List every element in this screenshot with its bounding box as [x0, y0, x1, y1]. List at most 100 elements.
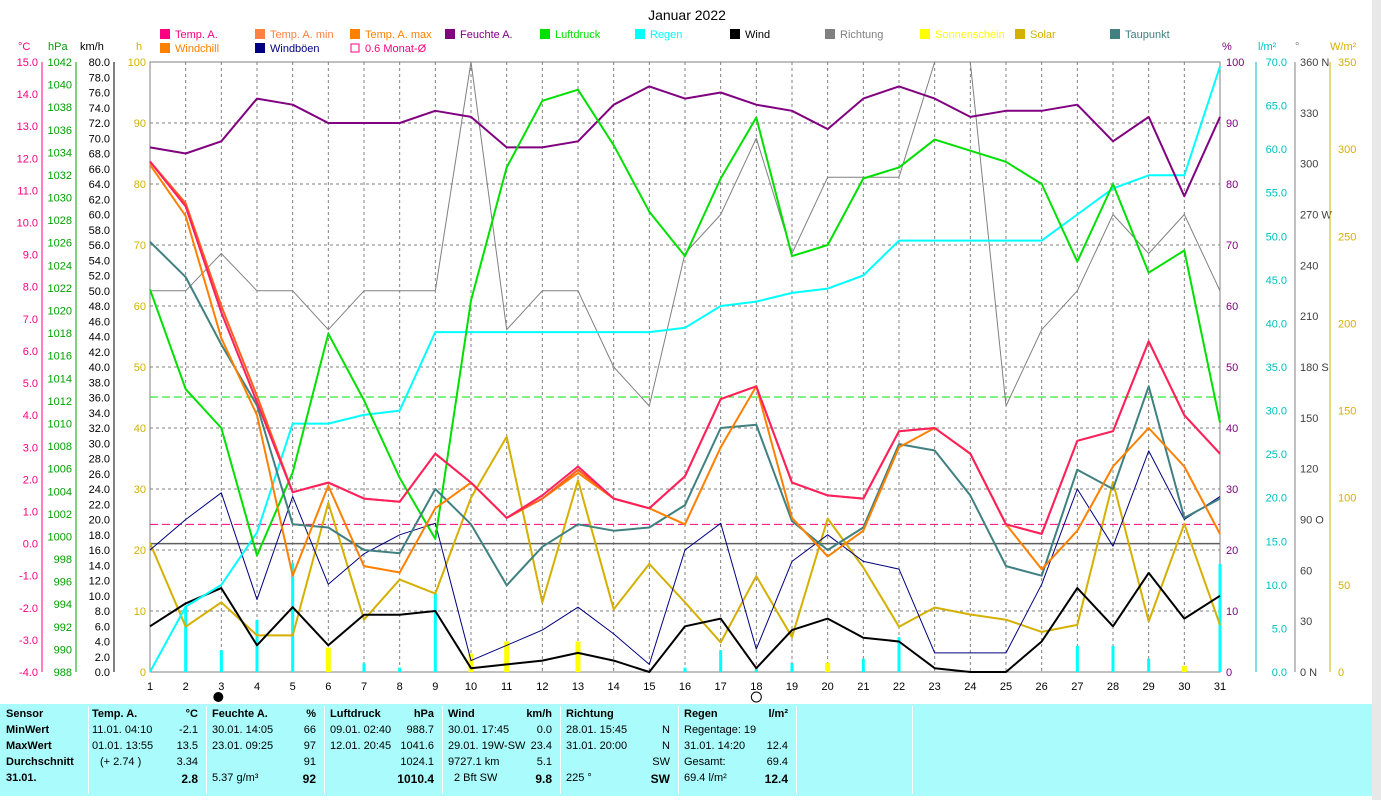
- tick-sun_h: 10: [134, 606, 146, 618]
- tick-pressure_hpa: 1000: [48, 531, 72, 543]
- stats-divider: [796, 706, 797, 794]
- tick-pressure_hpa: 1034: [48, 147, 72, 159]
- legend-swatch: [1110, 29, 1120, 39]
- x-tick-day: 6: [325, 681, 331, 693]
- tick-wind_kmh: 12.0: [89, 576, 110, 588]
- tick-pressure_hpa: 1024: [48, 260, 72, 272]
- moon-phase-markers: [213, 691, 762, 703]
- tick-rain_lm2: 5.0: [1272, 623, 1287, 635]
- stats-dir-current: SW: [650, 772, 670, 786]
- x-tick-day: 20: [822, 681, 834, 693]
- x-tick-day: 11: [501, 681, 512, 693]
- tick-pressure_hpa: 1026: [48, 238, 72, 250]
- stats-temp-min: -2.1: [179, 724, 198, 736]
- tick-pressure_hpa: 1030: [48, 193, 72, 205]
- chart-background: [0, 0, 1372, 704]
- tick-wind_kmh: 62.0: [89, 194, 110, 206]
- series-line-taupunkt: [149, 241, 1221, 587]
- stats-press-min: 988.7: [406, 724, 434, 736]
- tick-wind_kmh: 40.0: [89, 362, 110, 374]
- tick-wind_kmh: 32.0: [89, 423, 110, 435]
- x-tick-day: 3: [218, 681, 224, 693]
- tick-temp_c: 8.0: [23, 282, 38, 294]
- stats-min-label: MinWert: [6, 724, 50, 736]
- series-line-temp-a-min: [149, 164, 1221, 577]
- legend-label: 0.6 Monat-Ø: [365, 43, 427, 55]
- tick-wind_kmh: 78.0: [89, 72, 110, 84]
- tick-rain_lm2: 15.0: [1266, 536, 1287, 548]
- series-lines: [149, 61, 1221, 673]
- stats-humidity-column: Feuchte A.% 30.01. 14:05 66 23.01. 09:25 9…: [212, 708, 320, 794]
- new-moon-icon: [213, 692, 224, 702]
- tick-wind_kmh: 42.0: [89, 347, 110, 359]
- tick-humidity_pct: 50: [1226, 362, 1238, 374]
- x-tick-day: 15: [643, 681, 655, 693]
- tick-humidity_pct: 100: [1226, 57, 1244, 69]
- stats-temp-column: Temp. A. °C 11.01. 04:10 -2.1 01.01. 13:55…: [92, 708, 202, 794]
- tick-wind_kmh: 56.0: [89, 240, 110, 252]
- tick-humidity_pct: 10: [1226, 606, 1238, 618]
- tick-rain_lm2: 20.0: [1266, 493, 1287, 505]
- legend-swatch: [635, 29, 645, 39]
- tick-wind_kmh: 36.0: [89, 393, 110, 405]
- legend-label: Windböen: [270, 43, 320, 55]
- legend-swatch: [445, 29, 455, 39]
- series-line-wind: [149, 571, 1221, 673]
- stats-wind-bft: 2 Bft SW: [454, 772, 498, 784]
- tick-direction_deg: 300: [1300, 159, 1318, 171]
- stats-temp-avg-extra: (+ 2.74 ): [100, 756, 142, 768]
- stats-temp-min-time: 11.01. 04:10: [92, 724, 153, 736]
- tick-temp_c: 7.0: [23, 314, 38, 326]
- tick-rain_lm2: 55.0: [1266, 188, 1287, 200]
- bar-regen: [1111, 645, 1115, 672]
- tick-pressure_hpa: 1042: [48, 57, 72, 69]
- stats-avg-label: Durchschnitt: [6, 756, 74, 768]
- tick-rain_lm2: 40.0: [1266, 318, 1287, 330]
- tick-wind_kmh: 52.0: [89, 271, 110, 283]
- stats-divider: [324, 706, 325, 794]
- tick-direction_deg: 180 S: [1300, 362, 1329, 374]
- stats-rain-unit: l/m²: [768, 708, 788, 720]
- tick-humidity_pct: 90: [1226, 118, 1238, 130]
- stats-hum-max-time: 23.01. 09:25: [212, 740, 274, 752]
- x-tick-day: 27: [1071, 681, 1083, 693]
- tick-wind_kmh: 0.0: [95, 667, 110, 679]
- tick-solar_wm2: 150: [1338, 406, 1356, 418]
- axis-unit-solar_wm2: W/m²: [1330, 41, 1357, 53]
- series-line-solar: [149, 435, 1221, 644]
- tick-rain_lm2: 45.0: [1266, 275, 1287, 287]
- legend-label: Solar: [1030, 29, 1056, 41]
- tick-pressure_hpa: 1020: [48, 306, 72, 318]
- bar-regen: [1218, 563, 1222, 672]
- x-tick-day: 29: [1143, 681, 1155, 693]
- legend-label: Sonnenschein: [935, 29, 1005, 41]
- stats-wind-current: 9.8: [535, 772, 552, 786]
- tick-sun_h: 90: [134, 118, 146, 130]
- axis-unit-humidity_pct: %: [1222, 41, 1232, 53]
- tick-pressure_hpa: 1018: [48, 328, 72, 340]
- stats-temp-max: 13.5: [176, 740, 198, 752]
- bar-regen: [184, 606, 188, 672]
- tick-sun_h: 40: [134, 423, 146, 435]
- bar-regen: [1075, 645, 1079, 672]
- tick-humidity_pct: 30: [1226, 484, 1238, 496]
- tick-rain_lm2: 35.0: [1266, 362, 1287, 374]
- bar-regen: [362, 663, 366, 672]
- tick-humidity_pct: 0: [1226, 667, 1232, 679]
- tick-temp_c: 9.0: [23, 250, 38, 262]
- stats-temp-unit: °C: [185, 708, 198, 720]
- tick-direction_deg: 210: [1300, 311, 1318, 323]
- tick-wind_kmh: 60.0: [89, 210, 110, 222]
- stats-temp-current: 2.8: [181, 772, 198, 786]
- legend-label: Richtung: [840, 29, 883, 41]
- tick-wind_kmh: 58.0: [89, 225, 110, 237]
- stats-wind-min-time: 30.01. 17:45: [448, 724, 510, 736]
- bar-sonnenschein: [325, 647, 331, 672]
- stats-rain-total-label: Gesamt:: [684, 756, 726, 768]
- tick-wind_kmh: 80.0: [89, 57, 110, 69]
- x-tick-day: 31: [1214, 681, 1226, 693]
- bar-regen: [719, 650, 723, 672]
- tick-humidity_pct: 60: [1226, 301, 1238, 313]
- x-tick-day: 14: [608, 681, 620, 693]
- stats-rain-max-time: 31.01. 14:20: [684, 740, 746, 752]
